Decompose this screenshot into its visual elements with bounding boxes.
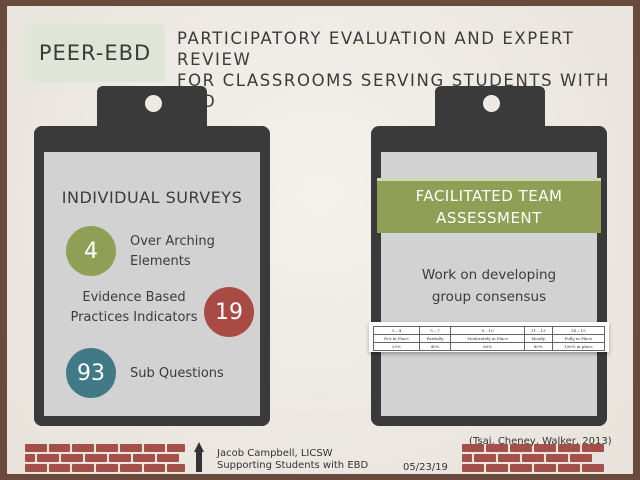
scale-cell: 60% <box>450 342 525 351</box>
brick-wall-right-icon <box>462 444 612 472</box>
count-circle-sub-questions: 93 <box>66 348 116 398</box>
footer-author: Jacob Campbell, LICSW <box>217 448 333 459</box>
scale-cell: 100% in place <box>551 342 606 351</box>
brick-wall-left-icon <box>25 444 187 472</box>
headline-line-1: PARTICIPATORY EVALUATION AND EXPERT REVI… <box>177 29 575 69</box>
scale-cell: 80% <box>523 342 553 351</box>
banner-line: FACILITATED TEAM <box>415 187 563 205</box>
scale-cell: Partially <box>418 334 452 343</box>
consensus-line: Work on developing <box>421 267 557 283</box>
banner-facilitated-team-assessment: FACILITATED TEAM ASSESSMENT <box>377 178 601 233</box>
slide: PEER-EBD PARTICIPATORY EVALUATION AND EX… <box>7 6 633 474</box>
clip-hole-icon <box>481 93 502 114</box>
footer-date: 05/23/19 <box>403 462 448 473</box>
scale-cell: Not in Place <box>373 334 420 343</box>
clipboard-paper: INDIVIDUAL SURVEYS 4 Over Arching Elemen… <box>44 152 260 416</box>
scale-cell: 8 – 10 <box>450 326 525 335</box>
title-badge: PEER-EBD <box>25 24 165 82</box>
section-title-individual-surveys: INDIVIDUAL SURVEYS <box>61 188 243 207</box>
scale-cell: Mostly <box>523 334 553 343</box>
slide-headline: PARTICIPATORY EVALUATION AND EXPERT REVI… <box>177 28 627 112</box>
count-circle-elements: 4 <box>66 226 116 276</box>
scale-cell: 20% <box>373 342 420 351</box>
scale-cell: 40% <box>418 342 452 351</box>
scale-cell: 14 – 15 <box>551 326 606 335</box>
banner-line: ASSESSMENT <box>436 209 542 227</box>
rating-scale-image: 3 – 4 5 – 7 8 – 10 11 – 13 14 – 15 Not i… <box>369 322 609 352</box>
consensus-text: Work on developing group consensus <box>381 264 597 308</box>
clipboard-paper: FACILITATED TEAM ASSESSMENT Work on deve… <box>369 152 609 416</box>
clipboard-team-assessment: FACILITATED TEAM ASSESSMENT Work on deve… <box>369 126 609 426</box>
footer-subtitle: Supporting Students with EBD <box>217 460 369 471</box>
scale-cell: Fully in Place <box>551 334 606 343</box>
label-sub-questions: Sub Questions <box>130 366 224 381</box>
label-line: Evidence Based <box>82 290 186 305</box>
label-line: Elements <box>130 254 191 269</box>
footer-citation: (Tsai, Cheney, Walker, 2013) <box>469 436 612 447</box>
rating-scale-table: 3 – 4 5 – 7 8 – 10 11 – 13 14 – 15 Not i… <box>373 326 606 351</box>
label-line: Practices Indicators <box>70 310 198 325</box>
clipboard-individual-surveys: INDIVIDUAL SURVEYS 4 Over Arching Elemen… <box>34 126 270 426</box>
scale-cell: 3 – 4 <box>373 326 420 335</box>
headline-line-2: FOR CLASSROOMS SERVING STUDENTS WITH EBD <box>177 71 611 111</box>
label-over-arching-elements: Over Arching Elements <box>130 232 215 272</box>
tower-logo-icon <box>194 442 204 472</box>
consensus-line: group consensus <box>431 289 547 305</box>
label-line: Over Arching <box>130 234 215 249</box>
footer-author-block: Jacob Campbell, LICSW Supporting Student… <box>217 448 368 472</box>
count-circle-indicators: 19 <box>204 287 254 337</box>
scale-cell: Moderately in Place <box>450 334 525 343</box>
label-evidence-based-practices: Evidence Based Practices Indicators <box>64 288 204 328</box>
scale-cell: 11 – 13 <box>523 326 553 335</box>
scale-cell: 5 – 7 <box>418 326 452 335</box>
clip-hole-icon <box>143 93 164 114</box>
